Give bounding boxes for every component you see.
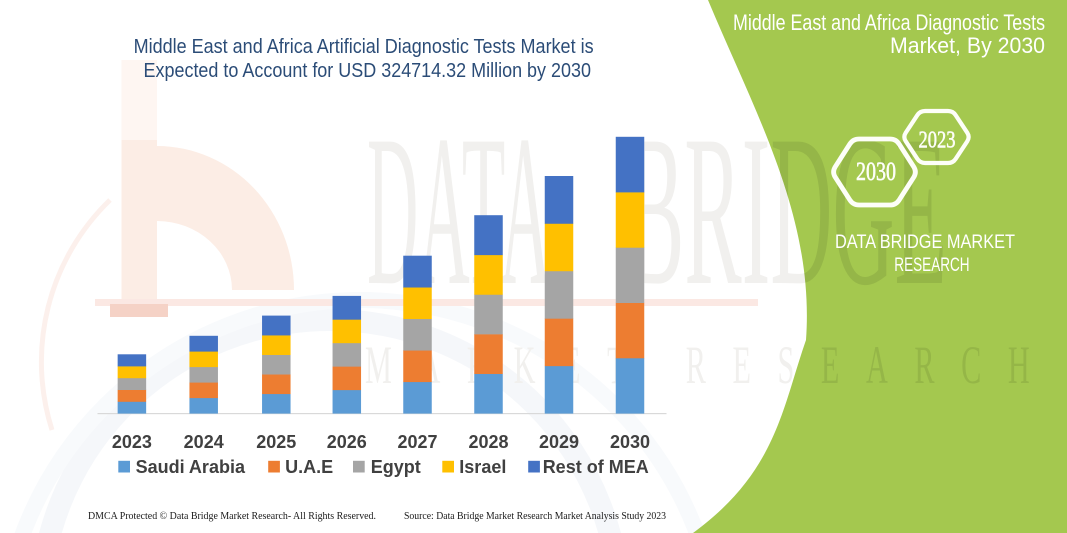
svg-text:2025: 2025	[256, 432, 296, 452]
svg-text:RESEARCH: RESEARCH	[894, 255, 969, 276]
svg-text:Egypt: Egypt	[371, 457, 421, 477]
svg-text:Expected to Account for USD 32: Expected to Account for USD 324714.32 Mi…	[144, 59, 592, 82]
svg-text:Middle East and Africa Diagnos: Middle East and Africa Diagnostic Tests	[733, 10, 1045, 35]
svg-text:Saudi Arabia: Saudi Arabia	[136, 457, 246, 477]
svg-text:DATA BRIDGE MARKET: DATA BRIDGE MARKET	[835, 232, 1015, 253]
svg-text:U.A.E: U.A.E	[285, 457, 333, 477]
svg-text:2027: 2027	[397, 432, 437, 452]
svg-text:Market, By 2030: Market, By 2030	[890, 33, 1045, 58]
svg-text:2029: 2029	[539, 432, 579, 452]
svg-text:2026: 2026	[327, 432, 367, 452]
svg-text:2023: 2023	[919, 128, 956, 154]
svg-text:Rest of MEA: Rest of MEA	[543, 457, 649, 477]
svg-text:Israel: Israel	[459, 457, 506, 477]
svg-text:Source: Data Bridge Market Res: Source: Data Bridge Market Research Mark…	[404, 511, 666, 522]
svg-text:DATA: DATA	[367, 91, 551, 330]
svg-text:2030: 2030	[610, 432, 650, 452]
svg-text:Middle East and Africa Artific: Middle East and Africa Artificial Diagno…	[134, 35, 594, 58]
svg-text:2030: 2030	[856, 157, 896, 186]
svg-text:2024: 2024	[184, 432, 224, 452]
svg-text:2023: 2023	[112, 432, 152, 452]
svg-text:2028: 2028	[468, 432, 508, 452]
svg-text:DMCA Protected © Data Bridge M: DMCA Protected © Data Bridge Market Rese…	[88, 511, 376, 522]
